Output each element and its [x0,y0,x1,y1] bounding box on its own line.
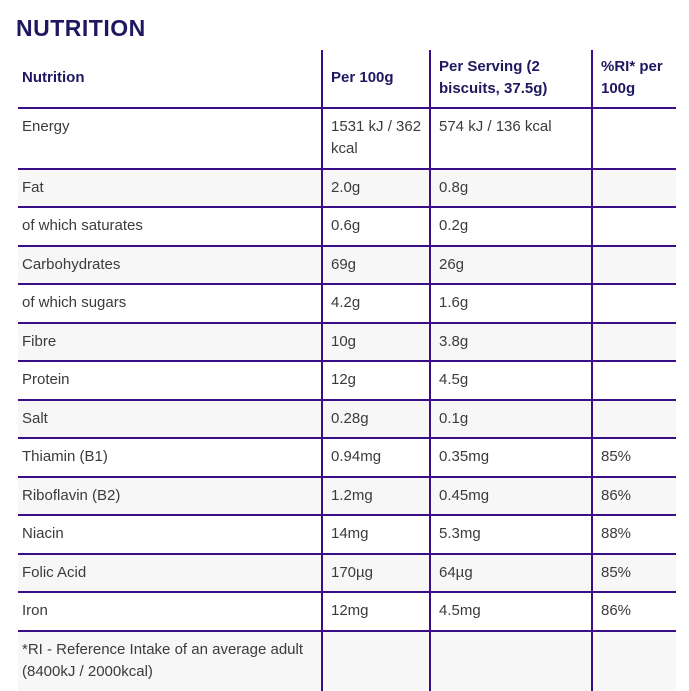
per-serving-cell: 0.2g [429,206,593,247]
nutrient-name-cell: Salt [17,398,323,440]
nutrition-table: Nutrition Per 100g Per Serving (2 biscui… [17,48,677,691]
row-energy: Energy 1531 kJ / 362 kcal 574 kJ / 136 k… [17,106,677,170]
column-header-ri-per-100g: %RI* per 100g [591,48,677,109]
ri-cell [591,283,677,324]
per-serving-cell: 1.6g [429,283,593,324]
nutrient-name-cell: Protein [17,360,323,401]
per-100g-cell: 2.0g [321,167,431,209]
row-protein: Protein 12g 4.5g [17,360,677,401]
per-100g-cell: 170µg [321,552,431,594]
ri-cell: 88% [591,514,677,555]
row-fat: Fat 2.0g 0.8g [17,167,677,209]
row-saturates: of which saturates 0.6g 0.2g [17,206,677,247]
ri-cell: 86% [591,475,677,517]
per-100g-cell: 1531 kJ / 362 kcal [321,106,431,170]
per-serving-cell: 4.5mg [429,591,593,632]
per-100g-cell: 4.2g [321,283,431,324]
per-serving-cell: 0.8g [429,167,593,209]
table-header-row: Nutrition Per 100g Per Serving (2 biscui… [17,48,677,109]
per-100g-cell: 14mg [321,514,431,555]
row-footnote: *RI - Reference Intake of an average adu… [17,629,677,691]
per-100g-cell: 0.28g [321,398,431,440]
row-salt: Salt 0.28g 0.1g [17,398,677,440]
nutrient-name-cell: Fat [17,167,323,209]
row-riboflavin: Riboflavin (B2) 1.2mg 0.45mg 86% [17,475,677,517]
per-100g-cell: 12mg [321,591,431,632]
nutrient-name-cell: of which sugars [17,283,323,324]
ri-cell [591,360,677,401]
per-100g-cell: 69g [321,244,431,286]
per-100g-cell: 1.2mg [321,475,431,517]
nutrient-name-cell: Niacin [17,514,323,555]
ri-cell: 86% [591,591,677,632]
per-serving-cell: 26g [429,244,593,286]
nutrient-name-cell: Fibre [17,321,323,363]
ri-cell [591,321,677,363]
per-serving-cell: 3.8g [429,321,593,363]
row-thiamin: Thiamin (B1) 0.94mg 0.35mg 85% [17,437,677,478]
column-header-per-100g: Per 100g [321,48,431,109]
column-header-per-serving: Per Serving (2 biscuits, 37.5g) [429,48,593,109]
ri-cell: 85% [591,437,677,478]
row-sugars: of which sugars 4.2g 1.6g [17,283,677,324]
nutrient-name-cell: Folic Acid [17,552,323,594]
per-serving-cell [429,629,593,691]
per-serving-cell: 4.5g [429,360,593,401]
per-100g-cell: 10g [321,321,431,363]
nutrient-name-cell: Energy [17,106,323,170]
per-100g-cell: 12g [321,360,431,401]
per-100g-cell: 0.94mg [321,437,431,478]
page-title: NUTRITION [16,15,146,41]
ri-cell [591,167,677,209]
nutrient-name-cell: Carbohydrates [17,244,323,286]
row-fibre: Fibre 10g 3.8g [17,321,677,363]
ri-cell [591,244,677,286]
per-100g-cell: 0.6g [321,206,431,247]
footnote-text: *RI - Reference Intake of an average adu… [17,629,323,691]
column-header-nutrition: Nutrition [17,48,323,109]
ri-cell: 85% [591,552,677,594]
per-serving-cell: 5.3mg [429,514,593,555]
per-serving-cell: 574 kJ / 136 kcal [429,106,593,170]
row-folic-acid: Folic Acid 170µg 64µg 85% [17,552,677,594]
nutrient-name-cell: Riboflavin (B2) [17,475,323,517]
row-niacin: Niacin 14mg 5.3mg 88% [17,514,677,555]
ri-cell [591,398,677,440]
per-serving-cell: 0.1g [429,398,593,440]
nutrient-name-cell: Thiamin (B1) [17,437,323,478]
row-iron: Iron 12mg 4.5mg 86% [17,591,677,632]
per-100g-cell [321,629,431,691]
ri-cell [591,206,677,247]
nutrient-name-cell: of which saturates [17,206,323,247]
row-carbohydrates: Carbohydrates 69g 26g [17,244,677,286]
per-serving-cell: 64µg [429,552,593,594]
ri-cell [591,106,677,170]
nutrient-name-cell: Iron [17,591,323,632]
ri-cell [591,629,677,691]
per-serving-cell: 0.45mg [429,475,593,517]
per-serving-cell: 0.35mg [429,437,593,478]
